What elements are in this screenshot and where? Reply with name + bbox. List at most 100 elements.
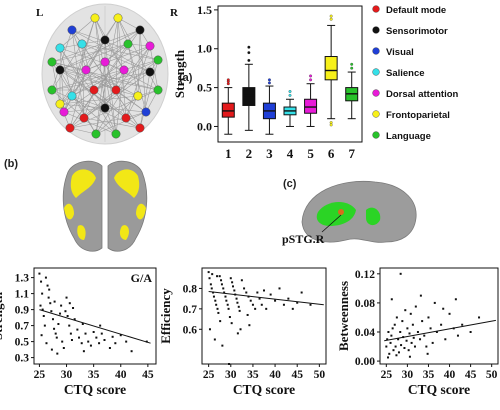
network-node <box>119 65 129 75</box>
scatter-point <box>456 334 459 337</box>
scatter-point <box>399 272 402 275</box>
network-node <box>81 65 91 75</box>
x-tick-label: 35 <box>247 369 259 381</box>
scatter-point <box>228 316 231 319</box>
network-edge <box>149 45 159 91</box>
scatter-point <box>56 352 59 355</box>
network-node <box>135 123 145 133</box>
box-5 <box>304 98 318 114</box>
network-node <box>59 107 69 117</box>
network-edge <box>69 117 127 129</box>
network-edge <box>104 39 125 71</box>
scatter-point <box>251 303 254 306</box>
y-tick-label: 0.08 <box>355 298 375 310</box>
scatter-point <box>431 341 434 344</box>
plot-frame <box>33 267 157 365</box>
network-edge <box>83 117 141 129</box>
scatter-point <box>390 334 393 337</box>
network-edge <box>139 59 159 129</box>
scatter-point <box>219 320 222 323</box>
y-tick-label: 0.5 <box>15 337 30 349</box>
scatter-point <box>238 309 241 312</box>
scatter-point <box>38 272 41 275</box>
scatter-point <box>226 303 229 306</box>
scatter-point <box>287 297 290 300</box>
scatter-point <box>390 298 393 301</box>
network-node <box>145 41 155 51</box>
scatter-point <box>411 323 414 326</box>
network-node <box>55 43 65 53</box>
network-edge <box>95 45 151 135</box>
network-node <box>100 35 110 45</box>
scatter-point <box>95 336 98 339</box>
scatter-point <box>54 332 57 335</box>
network-edge <box>83 59 159 119</box>
y-tick-label: 1.3 <box>15 273 30 285</box>
network-edge <box>85 69 139 97</box>
scatter-point <box>256 291 259 294</box>
scatter-point <box>423 334 426 337</box>
network-edge <box>71 29 151 73</box>
scatter-point <box>245 291 248 294</box>
y-tick-label: 0.5 <box>197 81 212 95</box>
plot-frame <box>379 267 499 365</box>
scatter-point <box>236 301 239 304</box>
scatter-point <box>269 293 272 296</box>
scatter-point <box>59 312 62 315</box>
scatter-point <box>220 279 223 282</box>
box-outlier <box>309 74 313 78</box>
scatter-point <box>440 323 443 326</box>
panel-label-b: (b) <box>4 158 18 170</box>
scatter-point <box>209 283 212 286</box>
network-edge <box>81 43 151 73</box>
scatter-point <box>426 352 429 355</box>
network-node <box>141 107 151 117</box>
scatter-point <box>60 304 63 307</box>
box-outlier <box>288 93 292 97</box>
x-axis-label: CTQ score <box>233 382 295 397</box>
legend-marker <box>372 47 380 55</box>
y-tick-label: 0.00 <box>355 356 375 368</box>
legend-marker <box>372 89 380 97</box>
scatter-point <box>249 299 252 302</box>
scatter-point <box>274 299 277 302</box>
scatter-point <box>232 285 234 288</box>
scatter-point <box>239 328 242 331</box>
box-outlier <box>350 66 354 70</box>
scatter-point <box>414 305 417 308</box>
network-node <box>67 91 77 101</box>
scatter-point <box>41 292 44 295</box>
box-outlier <box>309 78 313 82</box>
network-node <box>123 39 133 49</box>
scatter-point <box>300 291 303 294</box>
scatter-point <box>444 338 447 341</box>
network-node <box>100 57 110 67</box>
x-tick-label: 25 <box>203 369 215 381</box>
y-tick-label: 0.12 <box>355 269 375 281</box>
scatter-point <box>213 338 216 341</box>
scatter-point <box>51 318 54 321</box>
scatter-point <box>231 281 234 284</box>
scatter-point <box>89 344 92 347</box>
box-outlier <box>226 79 230 83</box>
network-node <box>47 85 57 95</box>
scatter-point <box>211 273 214 276</box>
scatter-point <box>247 295 250 298</box>
network-edge <box>95 95 139 135</box>
scatter-point <box>84 332 87 335</box>
y-tick-label: 0.6 <box>183 324 198 336</box>
scatter-point <box>413 345 416 348</box>
network-node <box>113 13 123 23</box>
scatter-point <box>80 342 83 345</box>
y-tick-label: 1.5 <box>197 3 212 17</box>
y-tick-label: 0.0 <box>197 119 212 133</box>
network-edge <box>139 71 151 129</box>
legend-marker <box>372 68 380 76</box>
legend-marker <box>372 110 380 118</box>
scatter-point <box>433 301 436 304</box>
scatter-point <box>130 350 133 353</box>
legend-marker <box>372 131 380 139</box>
x-tick-label: 25 <box>34 369 46 381</box>
scatter-point <box>39 304 42 307</box>
